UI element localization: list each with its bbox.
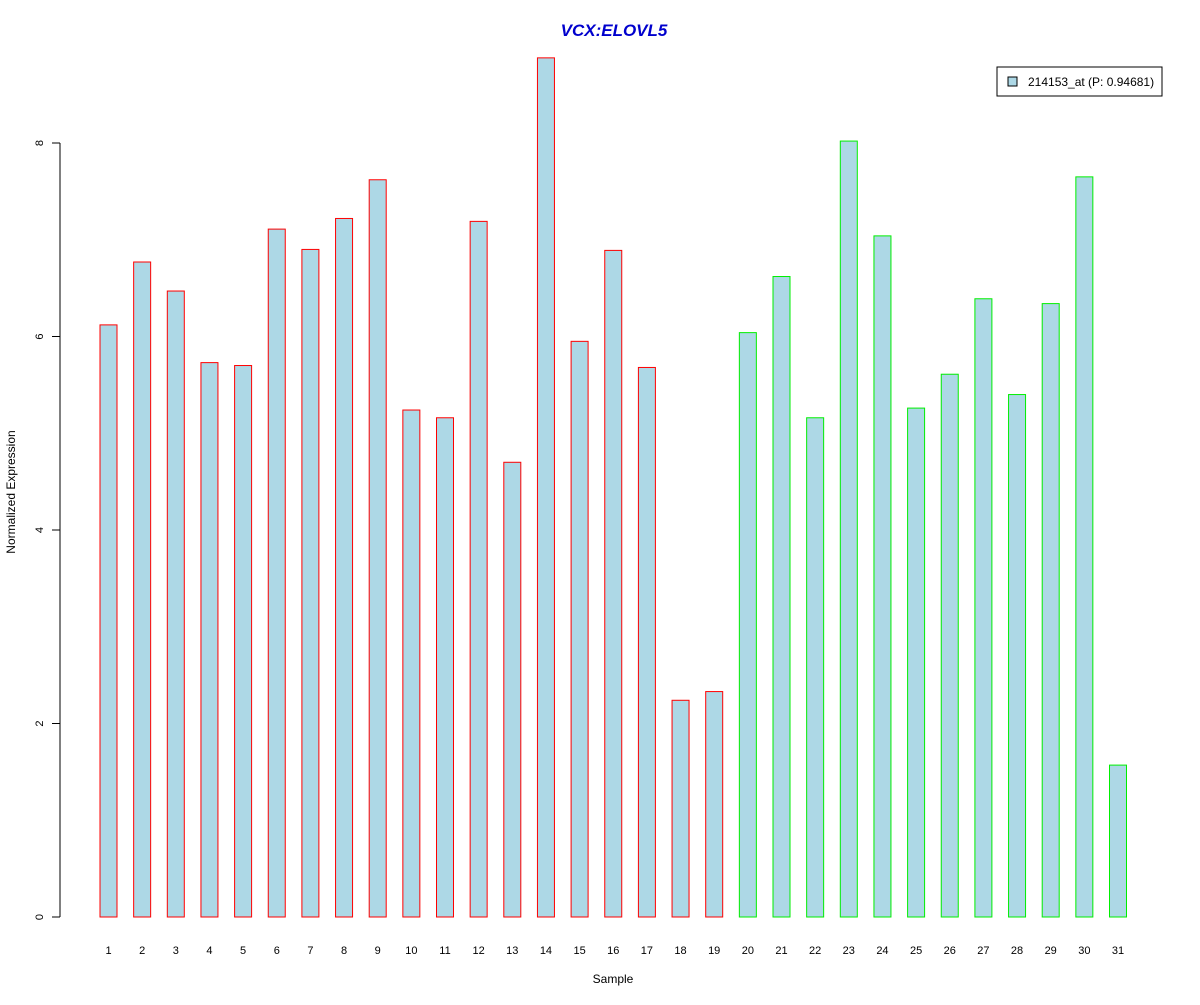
legend-entry-label: 214153_at (P: 0.94681) (1028, 75, 1154, 89)
legend-swatch (1007, 76, 1018, 87)
x-tick-label: 14 (540, 945, 552, 957)
bar (940, 373, 959, 918)
x-tick-label: 13 (506, 945, 518, 957)
bar (907, 407, 926, 918)
y-tick-label: 8 (34, 140, 46, 146)
x-axis-label: Sample (593, 972, 634, 986)
y-axis: 0 2 4 6 8 (34, 140, 61, 920)
x-tick-label: 5 (240, 945, 246, 957)
bar (604, 249, 623, 918)
bar (1109, 764, 1127, 918)
x-tick-label: 1 (105, 945, 111, 957)
bar (133, 261, 152, 918)
bar (503, 461, 522, 918)
x-tick-label: 26 (944, 945, 956, 957)
bar (301, 248, 320, 918)
bar (1075, 176, 1094, 918)
x-tick-label: 6 (274, 945, 280, 957)
bar (234, 365, 253, 918)
bar (402, 409, 421, 918)
bar (99, 324, 118, 918)
x-tick-label: 24 (876, 945, 888, 957)
x-tick-label: 9 (375, 945, 381, 957)
x-tick-label: 8 (341, 945, 347, 957)
bar (570, 340, 589, 918)
x-tick-label: 30 (1078, 945, 1090, 957)
bar (1008, 394, 1027, 918)
bar (469, 220, 488, 918)
bar (335, 217, 354, 918)
x-tick-label: 7 (307, 945, 313, 957)
x-tick-label: 15 (573, 945, 585, 957)
bars-group (99, 57, 1127, 918)
y-tick-label: 6 (34, 333, 46, 339)
y-tick-label: 4 (34, 527, 46, 533)
x-tick-label: 12 (473, 945, 485, 957)
bar (705, 691, 724, 918)
legend-box (996, 66, 1163, 97)
x-tick-label: 23 (843, 945, 855, 957)
legend: 214153_at (P: 0.94681) (996, 66, 1163, 97)
bar (806, 417, 825, 918)
bar (671, 699, 690, 918)
x-tick-label: 25 (910, 945, 922, 957)
bar (200, 362, 219, 918)
bar (873, 235, 892, 918)
x-tick-label: 11 (439, 945, 450, 957)
x-tick-label: 29 (1045, 945, 1057, 957)
bar (637, 366, 656, 918)
x-tick-label: 17 (641, 945, 653, 957)
x-tick-label: 10 (405, 945, 417, 957)
x-tick-label: 16 (607, 945, 619, 957)
x-tick-label: 3 (173, 945, 179, 957)
bar (974, 298, 993, 918)
y-axis-label: Normalized Expression (4, 430, 18, 553)
chart-title: VCX:ELOVL5 (561, 21, 668, 40)
x-tick-label: 28 (1011, 945, 1023, 957)
bar (166, 290, 185, 918)
x-tick-labels: 1 2 3 4 5 6 7 8 9 10 11 12 13 14 15 16 17 18 19 20 21 22 23 24 2… (105, 945, 1124, 957)
x-tick-label: 21 (775, 945, 787, 957)
bar (738, 332, 757, 918)
bar (772, 276, 791, 918)
y-tick-label: 2 (34, 720, 46, 726)
bar (839, 140, 858, 918)
bar (368, 179, 387, 918)
x-tick-label: 18 (674, 945, 686, 957)
bar (536, 57, 555, 918)
x-tick-label: 20 (742, 945, 754, 957)
x-tick-label: 4 (206, 945, 212, 957)
x-tick-label: 19 (708, 945, 720, 957)
bar (436, 417, 454, 918)
x-tick-label: 22 (809, 945, 821, 957)
x-tick-label: 27 (977, 945, 989, 957)
y-tick-label: 0 (34, 914, 46, 920)
bar (1041, 303, 1060, 918)
x-tick-label: 2 (139, 945, 145, 957)
x-tick-label: 31 (1112, 945, 1124, 957)
bar (267, 228, 286, 918)
